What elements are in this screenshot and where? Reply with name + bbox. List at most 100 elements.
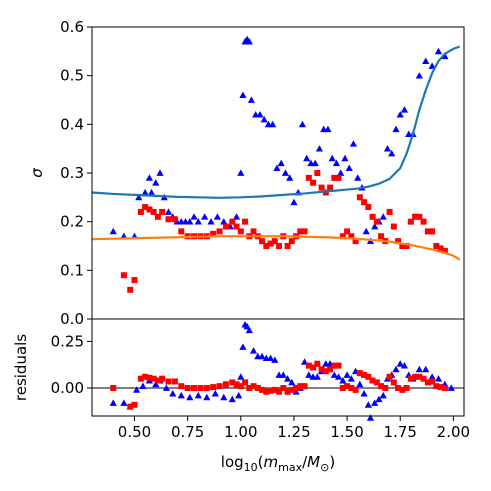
residuals-square-point bbox=[146, 374, 153, 381]
residuals-square-point bbox=[254, 385, 261, 392]
residuals-triangle-point bbox=[245, 326, 253, 334]
residuals-square-point bbox=[131, 401, 138, 408]
residuals-square-point bbox=[352, 386, 359, 393]
main-triangle-point bbox=[245, 38, 253, 45]
residuals-square-point bbox=[348, 385, 355, 392]
main-y-tick-label: 0.4 bbox=[60, 115, 84, 133]
main-square-point bbox=[314, 170, 321, 176]
main-y-axis-label: σ bbox=[28, 168, 46, 178]
main-square-point bbox=[171, 216, 178, 223]
main-triangle-point bbox=[201, 213, 209, 220]
residuals-triangle-point bbox=[169, 390, 177, 397]
main-panel: 0.0 0.1 0.2 0.3 0.4 0.5 0.6 bbox=[60, 18, 465, 328]
residuals-triangle-point bbox=[330, 371, 338, 378]
main-triangle-point bbox=[260, 115, 268, 123]
main-square-point bbox=[288, 238, 295, 245]
main-square-point bbox=[365, 204, 372, 211]
main-square-point bbox=[216, 228, 223, 235]
main-square-point bbox=[137, 208, 144, 215]
main-triangle-point bbox=[354, 174, 362, 181]
main-square-point bbox=[146, 206, 153, 213]
residuals-triangle-point bbox=[162, 384, 170, 391]
main-square-point bbox=[267, 240, 274, 247]
main-triangle-point bbox=[371, 222, 379, 230]
residuals-square-point bbox=[382, 385, 389, 392]
main-square-point bbox=[403, 243, 410, 249]
x-axis-label: log10(mmax/M⊙) bbox=[221, 453, 335, 474]
residuals-square-point bbox=[310, 364, 317, 371]
main-square-point bbox=[301, 228, 308, 235]
main-y-tick-label: 0.1 bbox=[60, 261, 84, 279]
residuals-square-point bbox=[314, 360, 321, 367]
main-y-tick-label: 0.0 bbox=[60, 310, 84, 328]
main-axes: 0.0 0.1 0.2 0.3 0.4 0.5 0.6 bbox=[60, 18, 92, 328]
residuals-square-point bbox=[407, 375, 414, 382]
residuals-square-point bbox=[150, 375, 157, 382]
main-triangle-point bbox=[379, 213, 387, 220]
residuals-square-point bbox=[222, 381, 229, 388]
main-square-point bbox=[339, 233, 346, 240]
residuals-square-point bbox=[276, 388, 283, 395]
residuals-square-point bbox=[420, 375, 427, 382]
residuals-triangle-point bbox=[434, 375, 443, 382]
residuals-square-point bbox=[237, 383, 244, 390]
main-triangle-point bbox=[298, 120, 307, 128]
residuals-square-point bbox=[267, 387, 274, 394]
residuals-panel: 0.00 0.25 0.50 0.75 1.00 1.25 1.50 1.75 2.00 bbox=[51, 318, 470, 441]
x-tick-label: 0.50 bbox=[118, 423, 151, 441]
main-fit-line-2 bbox=[91, 45, 461, 199]
residuals-square-point bbox=[339, 385, 346, 392]
main-y-tick-label: 0.3 bbox=[60, 164, 84, 182]
residuals-square-point bbox=[191, 385, 198, 392]
residuals-square-point bbox=[403, 385, 410, 392]
residuals-y-axis-label: residuals bbox=[12, 334, 30, 401]
residuals-square-point bbox=[369, 377, 376, 384]
residuals-square-point bbox=[250, 383, 257, 390]
main-square-point bbox=[229, 218, 236, 225]
main-square-point bbox=[271, 238, 278, 245]
residuals-square-point bbox=[233, 381, 240, 388]
residuals-triangle-point bbox=[400, 362, 409, 369]
main-plot-frame bbox=[91, 26, 465, 320]
main-square-point bbox=[120, 272, 127, 279]
main-square-point bbox=[348, 233, 355, 240]
residuals-square-point bbox=[331, 362, 338, 369]
x-tick-label: 1.25 bbox=[277, 423, 310, 441]
main-y-tick-label: 0.5 bbox=[60, 67, 84, 85]
residuals-triangle-point bbox=[415, 365, 423, 373]
residuals-square-point bbox=[390, 379, 397, 386]
x-tick-label: 1.00 bbox=[224, 423, 257, 441]
residuals-triangle-point bbox=[203, 393, 211, 401]
residuals-triangle-point bbox=[366, 414, 375, 421]
residuals-triangle-point bbox=[220, 393, 228, 401]
residuals-square-point bbox=[327, 366, 334, 373]
residuals-triangle-point bbox=[288, 378, 296, 386]
residuals-square-point bbox=[373, 379, 380, 386]
residuals-triangle-point bbox=[152, 380, 160, 388]
residuals-triangle-point bbox=[428, 373, 436, 380]
residuals-triangle-point bbox=[120, 399, 128, 406]
main-square-point bbox=[424, 228, 431, 235]
residuals-triangle-point bbox=[211, 390, 219, 397]
residuals-square-point bbox=[127, 403, 134, 410]
residuals-triangle-point bbox=[371, 399, 379, 406]
main-triangle-point bbox=[328, 154, 336, 162]
residuals-triangle-point bbox=[360, 390, 368, 397]
main-triangle-point bbox=[315, 145, 324, 152]
residuals-triangle-point bbox=[313, 373, 321, 380]
residuals-square-point bbox=[178, 383, 185, 390]
residuals-square-point bbox=[361, 371, 368, 378]
main-square-point bbox=[178, 228, 185, 235]
main-triangle-point bbox=[311, 159, 319, 167]
residuals-square-point bbox=[437, 384, 444, 391]
residuals-square-point bbox=[271, 386, 278, 393]
residuals-square-point bbox=[301, 383, 308, 390]
residuals-triangle-point bbox=[249, 347, 258, 354]
main-square-point bbox=[420, 218, 427, 225]
main-square-point bbox=[399, 243, 406, 249]
main-square-point bbox=[318, 184, 325, 191]
main-square-point bbox=[344, 228, 351, 235]
residuals-triangle-point bbox=[271, 356, 279, 363]
main-triangle-point bbox=[383, 145, 392, 152]
residuals-square-point bbox=[184, 385, 191, 392]
